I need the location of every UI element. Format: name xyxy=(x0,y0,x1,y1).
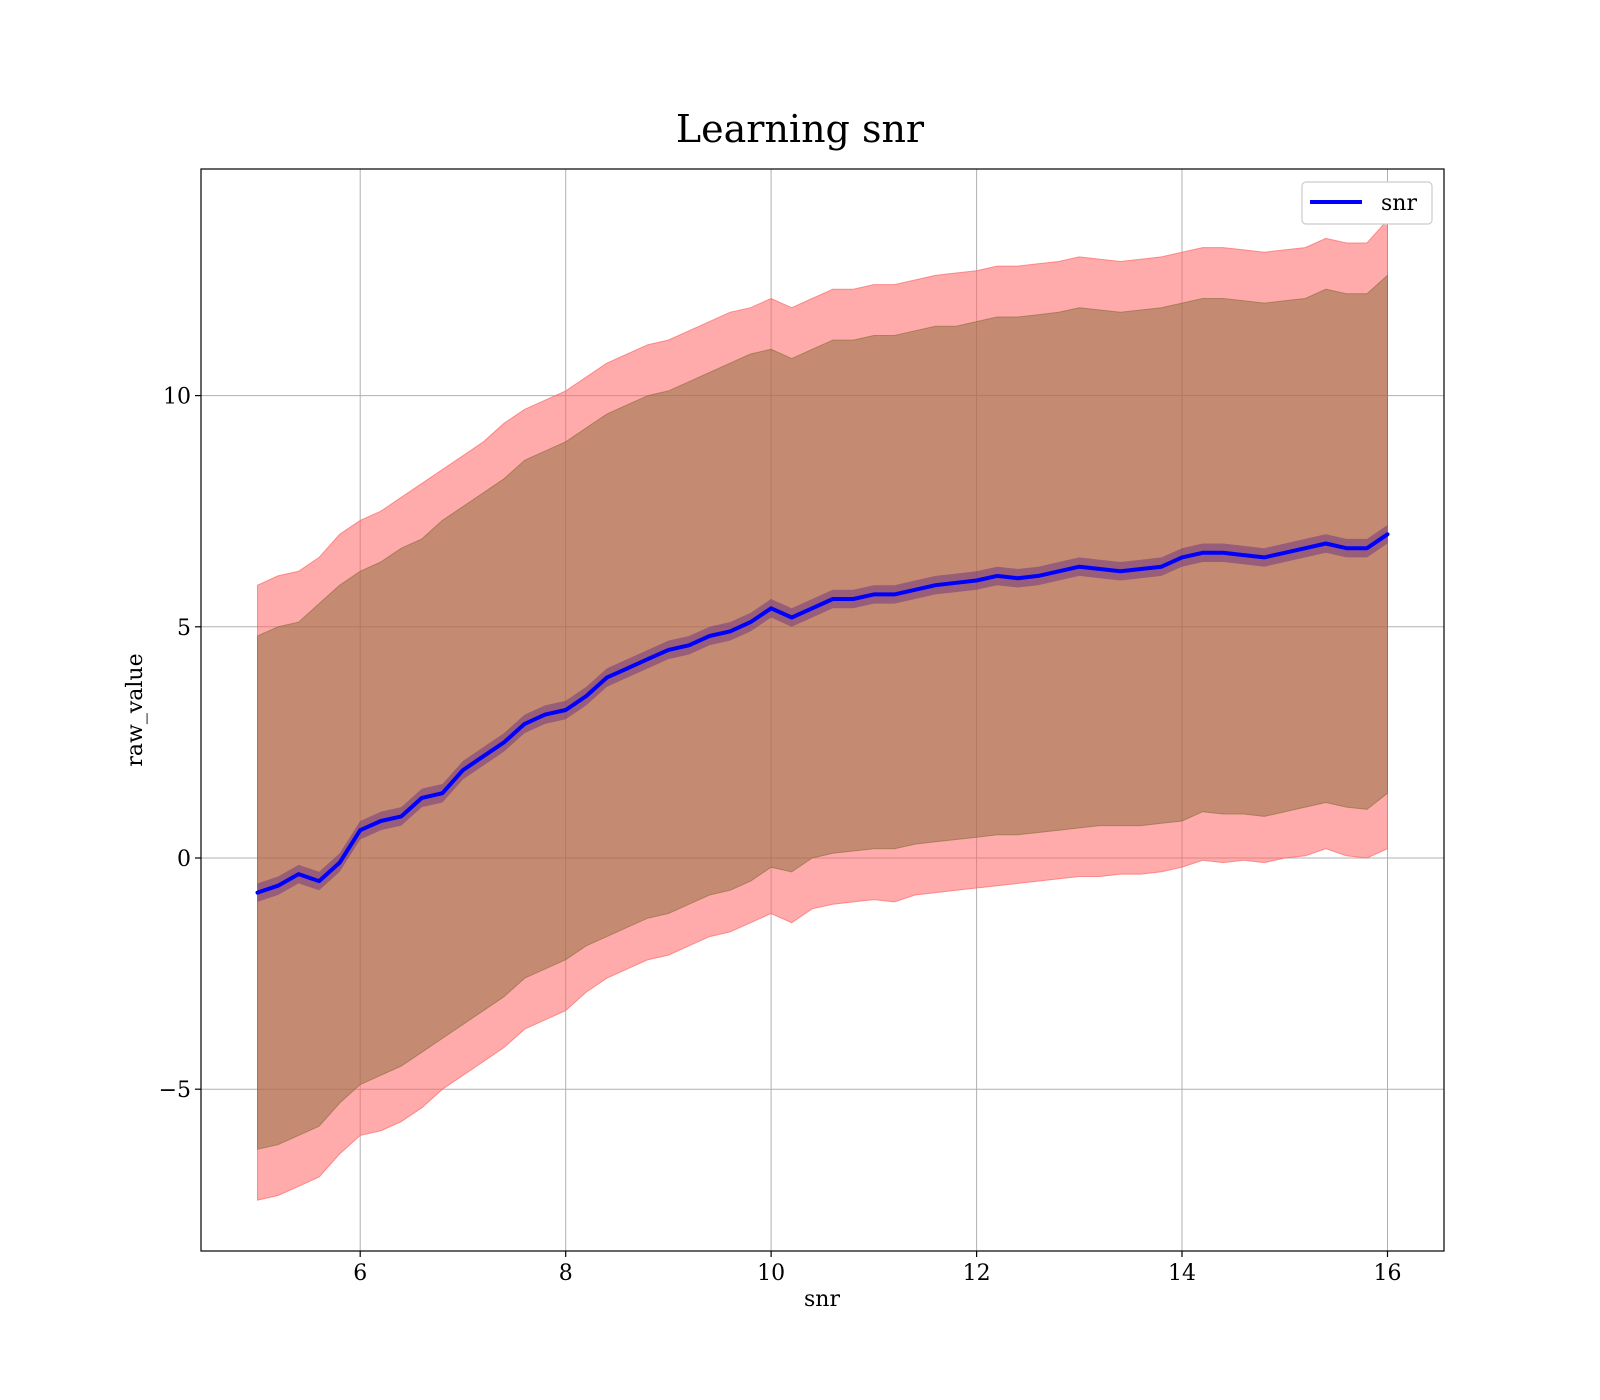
x-tick-label-3: 12 xyxy=(963,1261,991,1286)
middle-band xyxy=(257,274,1388,1150)
plot-frame xyxy=(200,168,1445,1252)
bands xyxy=(257,218,1388,1201)
line-layer xyxy=(255,532,1390,895)
series-line-snr xyxy=(255,532,1390,895)
x-axis-label: snr xyxy=(804,1287,840,1312)
chart-title: Learning snr xyxy=(676,107,925,151)
y-axis: −5 0 5 10 xyxy=(159,385,201,1103)
y-tick-label-0: −5 xyxy=(159,1078,191,1103)
x-tick-label-0: 6 xyxy=(353,1261,367,1286)
y-tick-label-3: 10 xyxy=(163,385,191,410)
inner-band xyxy=(257,525,1388,902)
legend-box xyxy=(1301,181,1433,225)
x-tick-label-5: 16 xyxy=(1374,1261,1402,1286)
x-tick-label-4: 14 xyxy=(1168,1261,1196,1286)
y-tick-label-1: 0 xyxy=(177,847,191,872)
x-axis: 6 8 10 12 14 16 xyxy=(353,1251,1402,1286)
y-axis-label: raw_value xyxy=(123,653,148,766)
x-tick-label-2: 10 xyxy=(757,1261,785,1286)
y-tick-label-2: 5 xyxy=(177,616,191,641)
legend: snr xyxy=(1301,181,1433,225)
legend-label-snr: snr xyxy=(1381,191,1417,216)
x-tick-label-1: 8 xyxy=(559,1261,573,1286)
